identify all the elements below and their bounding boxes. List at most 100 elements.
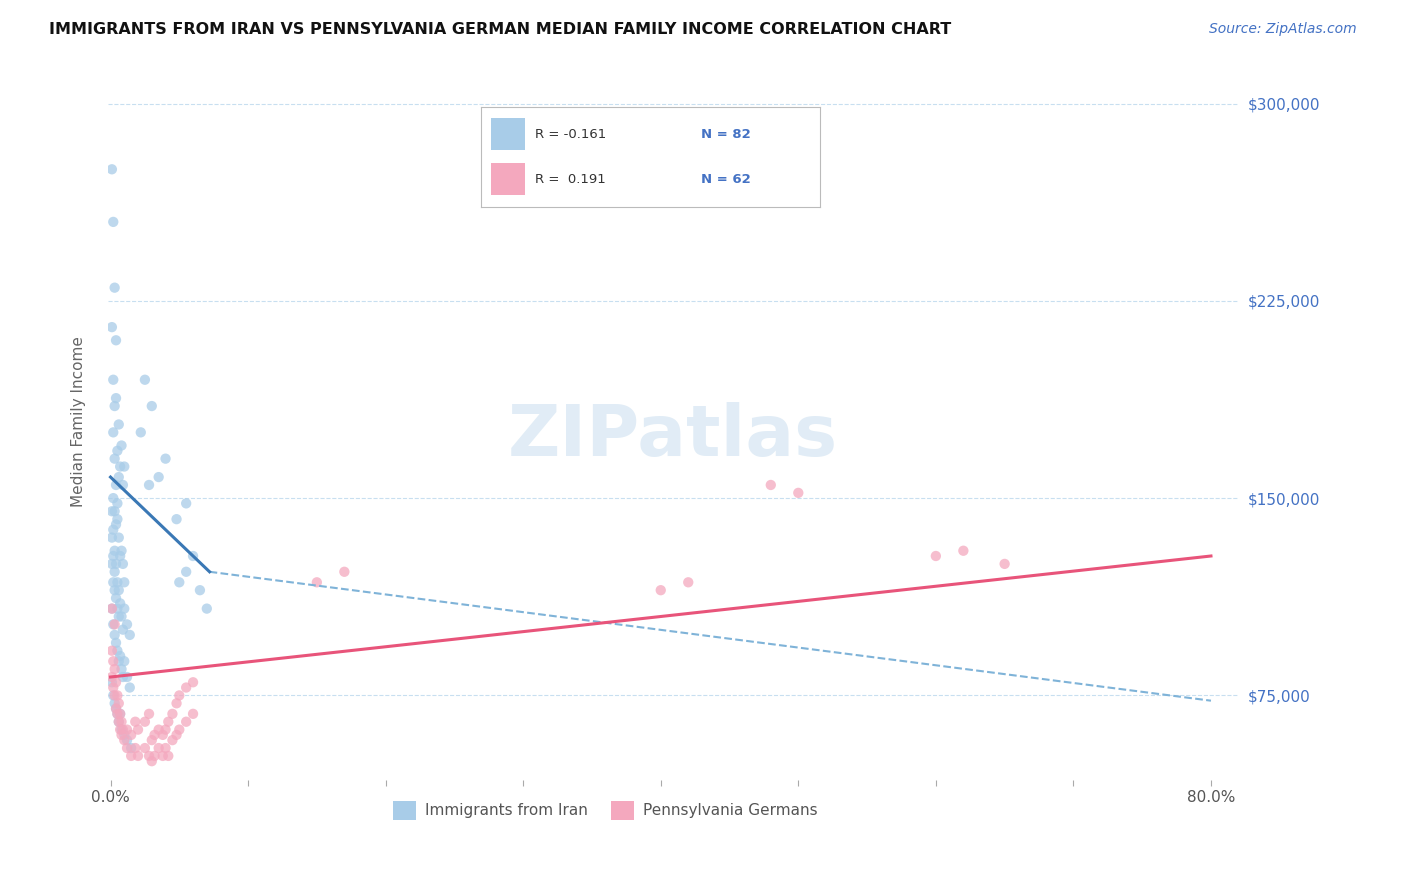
Point: [157, 714, 180, 729]
Point: [143, 728, 166, 742]
Point: [104, 451, 127, 466]
Point: [174, 565, 197, 579]
Point: [107, 609, 129, 624]
Point: [138, 478, 160, 492]
Point: [108, 706, 131, 721]
Text: IMMIGRANTS FROM IRAN VS PENNSYLVANIA GERMAN MEDIAN FAMILY INCOME CORRELATION CHA: IMMIGRANTS FROM IRAN VS PENNSYLVANIA GER…: [49, 22, 952, 37]
Point: [104, 399, 127, 413]
Point: [104, 662, 127, 676]
Point: [110, 543, 132, 558]
Point: [141, 733, 163, 747]
Point: [104, 689, 127, 703]
Point: [111, 623, 134, 637]
Point: [112, 654, 135, 668]
Point: [169, 689, 191, 703]
Point: [101, 601, 124, 615]
Point: [101, 643, 124, 657]
Point: [181, 706, 204, 721]
Point: [105, 443, 128, 458]
Point: [105, 701, 128, 715]
Point: [101, 601, 124, 615]
Point: [101, 670, 124, 684]
Point: [104, 696, 127, 710]
Point: [105, 706, 128, 721]
Point: [127, 723, 149, 737]
Point: [120, 741, 142, 756]
Point: [107, 531, 129, 545]
Point: [134, 741, 156, 756]
Point: [101, 320, 124, 334]
Point: [105, 643, 128, 657]
Point: [107, 583, 129, 598]
Point: [925, 549, 948, 563]
Point: [104, 628, 127, 642]
Point: [174, 681, 197, 695]
Point: [152, 728, 174, 742]
Text: ZIPatlas: ZIPatlas: [508, 401, 838, 471]
Point: [101, 557, 124, 571]
Point: [103, 654, 125, 668]
Point: [111, 723, 134, 737]
Point: [110, 728, 132, 742]
Point: [112, 459, 135, 474]
Point: [195, 601, 218, 615]
Point: [103, 215, 125, 229]
Point: [103, 617, 125, 632]
Point: [108, 549, 131, 563]
Point: [108, 723, 131, 737]
Point: [110, 723, 132, 737]
Point: [105, 478, 128, 492]
Point: [138, 706, 160, 721]
Point: [188, 583, 211, 598]
Point: [115, 741, 138, 756]
Point: [112, 575, 135, 590]
Point: [115, 617, 138, 632]
Point: [104, 504, 127, 518]
Point: [105, 512, 128, 526]
Point: [118, 681, 141, 695]
Point: [103, 549, 125, 563]
Point: [124, 714, 146, 729]
Point: [110, 662, 132, 676]
Point: [305, 575, 328, 590]
Point: [120, 748, 142, 763]
Point: [157, 748, 180, 763]
Point: [152, 748, 174, 763]
Point: [104, 543, 127, 558]
Point: [111, 478, 134, 492]
Point: [134, 373, 156, 387]
Point: [105, 557, 128, 571]
Point: [107, 714, 129, 729]
Point: [104, 617, 127, 632]
Point: [103, 575, 125, 590]
Point: [143, 748, 166, 763]
Point: [107, 654, 129, 668]
Point: [141, 399, 163, 413]
Point: [104, 583, 127, 598]
Point: [678, 575, 700, 590]
Point: [162, 706, 184, 721]
Point: [110, 609, 132, 624]
Point: [650, 583, 672, 598]
Point: [155, 451, 177, 466]
Point: [120, 728, 142, 742]
Point: [107, 696, 129, 710]
Point: [105, 675, 128, 690]
Point: [101, 531, 124, 545]
Point: [952, 543, 974, 558]
Point: [127, 748, 149, 763]
Point: [107, 470, 129, 484]
Point: [138, 748, 160, 763]
Point: [181, 675, 204, 690]
Point: [104, 280, 127, 294]
Point: [108, 459, 131, 474]
Point: [108, 596, 131, 610]
Point: [115, 733, 138, 747]
Point: [174, 496, 197, 510]
Point: [103, 425, 125, 440]
Point: [105, 333, 128, 347]
Point: [148, 470, 170, 484]
Point: [107, 417, 129, 432]
Point: [103, 373, 125, 387]
Point: [105, 701, 128, 715]
